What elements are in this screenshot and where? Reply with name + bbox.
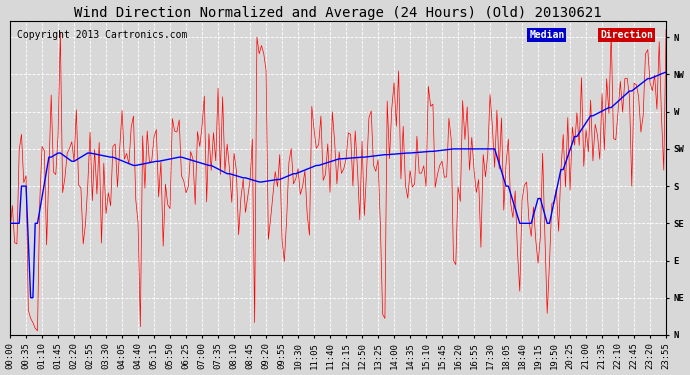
Text: Copyright 2013 Cartronics.com: Copyright 2013 Cartronics.com: [17, 30, 187, 40]
Text: Direction: Direction: [600, 30, 653, 40]
Text: Median: Median: [529, 30, 564, 40]
Title: Wind Direction Normalized and Average (24 Hours) (Old) 20130621: Wind Direction Normalized and Average (2…: [75, 6, 602, 20]
